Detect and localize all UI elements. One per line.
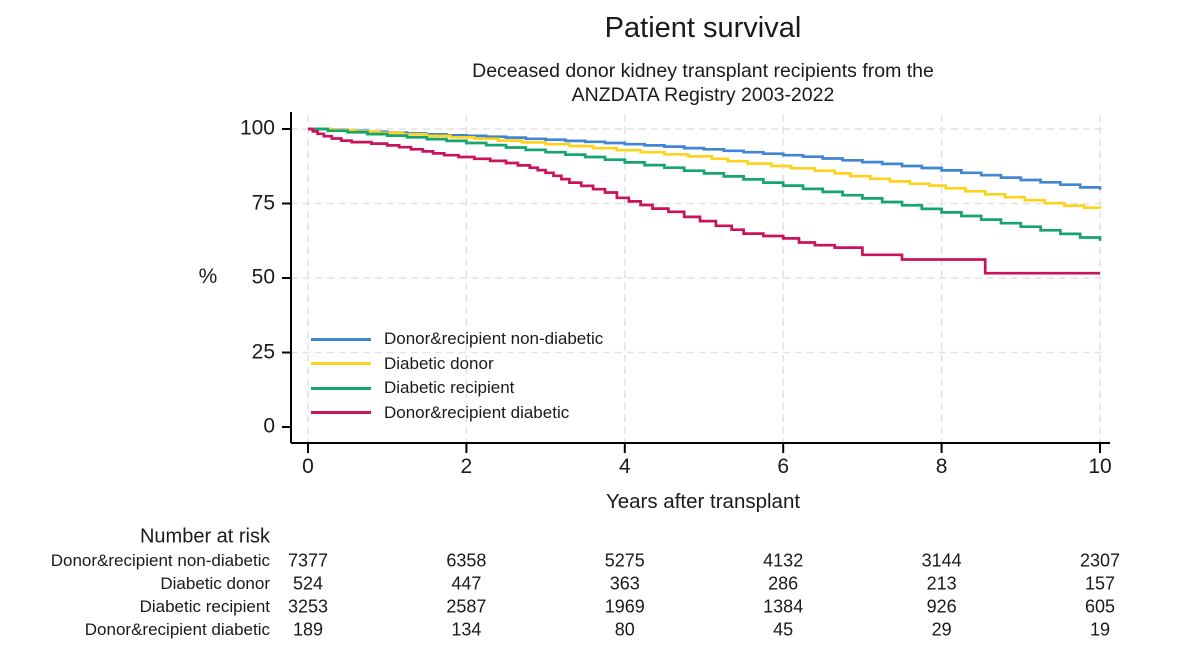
- legend-item-diabetic-recipient: Diabetic recipient: [311, 378, 514, 398]
- x-axis-title: Years after transplant: [605, 490, 801, 513]
- risk-count: 6358: [446, 550, 487, 570]
- survival-curve-diabetic-recipient: [308, 127, 1102, 241]
- risk-row-label: Donor&recipient diabetic: [84, 619, 270, 639]
- legend-label: Diabetic donor: [384, 353, 494, 373]
- risk-count: 3253: [287, 596, 329, 616]
- risk-count: 1384: [763, 596, 804, 616]
- legend-label: Donor&recipient diabetic: [384, 402, 570, 422]
- y-tick-label: 25: [251, 340, 275, 364]
- x-tick-label: 2: [460, 455, 473, 478]
- y-tick-label: 50: [251, 265, 275, 289]
- risk-count: 80: [614, 619, 635, 639]
- risk-count: 524: [292, 573, 324, 593]
- legend-item-diabetic-donor: Diabetic donor: [311, 354, 494, 374]
- risk-row-label: Donor&recipient non-diabetic: [50, 550, 270, 570]
- risk-table-header: Number at risk: [139, 525, 270, 548]
- y-tick-label: 100: [239, 116, 275, 140]
- risk-count: 286: [768, 573, 799, 593]
- chart-subtitle-line2: ANZDATA Registry 2003-2022: [571, 84, 835, 106]
- risk-count: 363: [609, 573, 640, 593]
- x-tick-label: 10: [1088, 455, 1112, 478]
- risk-row-label: Diabetic donor: [160, 573, 270, 593]
- legend-label: Donor&recipient non-diabetic: [384, 329, 604, 348]
- risk-count: 2587: [446, 596, 487, 616]
- x-tick-label: 0: [302, 455, 314, 478]
- risk-count: 1969: [604, 596, 645, 616]
- x-tick-label: 6: [777, 455, 790, 478]
- legend-line-diabetic-recipient: [311, 386, 371, 390]
- legend-line-diabetic-donor: [311, 362, 371, 365]
- risk-count: 7377: [287, 550, 329, 570]
- risk-count: 189: [292, 619, 324, 639]
- y-tick-label: 0: [263, 414, 275, 438]
- risk-count: 4132: [763, 550, 804, 570]
- risk-count: 134: [451, 619, 482, 639]
- risk-count: 605: [1084, 596, 1116, 616]
- risk-count: 19: [1089, 619, 1111, 639]
- legend-line-diabetic-both: [311, 411, 371, 414]
- risk-count: 3144: [921, 550, 962, 570]
- risk-count: 5275: [604, 550, 645, 570]
- chart-subtitle-line1: Deceased donor kidney transplant recipie…: [472, 60, 934, 82]
- risk-count: 2307: [1079, 550, 1121, 570]
- risk-row-label: Diabetic recipient: [139, 596, 270, 616]
- risk-count: 45: [773, 619, 794, 639]
- risk-count: 213: [926, 573, 957, 593]
- survival-curve-diabetic-donor: [308, 127, 1102, 210]
- risk-count: 29: [931, 619, 952, 639]
- legend-item-non-diabetic: Donor&recipient non-diabetic: [311, 329, 603, 349]
- risk-count: 926: [926, 596, 957, 616]
- x-tick-label: 4: [618, 455, 631, 478]
- legend-line-non-diabetic: [311, 337, 371, 341]
- risk-count: 157: [1084, 573, 1116, 593]
- y-tick-label: 75: [251, 191, 275, 215]
- chart-title: Patient survival: [604, 12, 802, 44]
- legend-label: Diabetic recipient: [384, 378, 515, 397]
- risk-count: 447: [451, 573, 482, 593]
- x-tick-label: 8: [935, 455, 948, 478]
- y-axis-unit-label: %: [198, 265, 218, 288]
- survival-curve-diabetic-both: [308, 127, 1100, 275]
- legend-item-diabetic-both: Donor&recipient diabetic: [311, 403, 569, 423]
